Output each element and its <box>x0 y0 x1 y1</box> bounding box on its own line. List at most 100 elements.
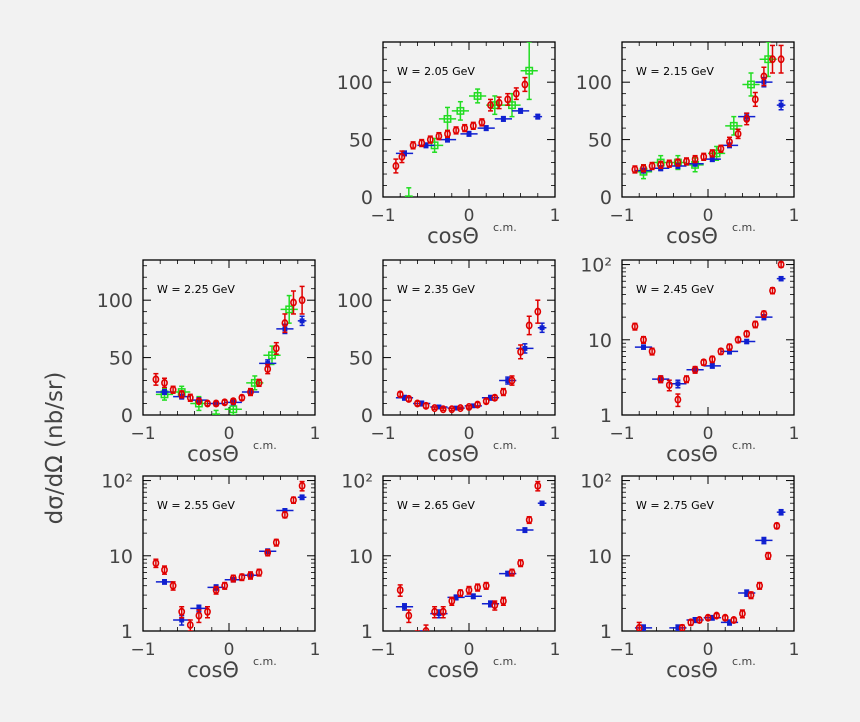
panel-1-blue-point <box>477 125 495 132</box>
panel-8-x-axis-label-sup: c.m. <box>732 655 756 668</box>
panel-2-red-marker <box>665 159 673 168</box>
panel-5-red-point <box>657 375 665 384</box>
panel-7-red-marker <box>396 586 404 595</box>
panel-6-red-marker <box>229 574 237 583</box>
panel-1-green-point <box>469 88 487 104</box>
panel-8-annotation: W = 2.75 GeV <box>636 499 714 512</box>
panel-1-red-marker <box>504 95 512 104</box>
panel-7-blue-point <box>481 600 500 608</box>
panel-3-red-marker <box>161 378 168 387</box>
panel-1-annotation: W = 2.05 GeV <box>397 65 475 78</box>
panel-8-red-point <box>635 621 643 631</box>
panel-6-red-point <box>290 496 297 505</box>
panel-4-red-point <box>534 299 542 324</box>
panel-8-red-marker <box>704 613 712 622</box>
panel-8-blue-point <box>776 508 786 516</box>
panel-8-blue-marker <box>761 537 767 543</box>
panel-3-red-point <box>290 290 297 315</box>
panel-8-red-marker <box>747 591 755 600</box>
panel-1-blue-point <box>460 130 478 137</box>
panel-2-green-marker <box>764 55 773 64</box>
panel-7-ytick-label: 1 <box>361 621 373 643</box>
panel-3-red-marker <box>195 397 203 406</box>
panel-1-red-marker <box>426 135 434 144</box>
panel-7-blue-marker <box>470 593 476 599</box>
panel-5-red-point <box>717 347 725 356</box>
panel-7-xtick-label: 0 <box>464 640 475 660</box>
panel-7-red-marker <box>525 515 533 524</box>
panel-2-annotation: W = 2.15 GeV <box>636 65 714 78</box>
panel-3-blue-marker <box>299 318 305 324</box>
panel-1-green-point <box>520 42 538 101</box>
panel-3-red-point <box>264 363 272 375</box>
panel-2-red-marker <box>640 164 647 173</box>
panel-3-red-marker <box>272 344 280 353</box>
panel-8-red-point <box>678 623 686 631</box>
panel-1-red-point <box>452 126 460 135</box>
panel-4-annotation: W = 2.35 GeV <box>397 283 475 296</box>
panel-4-red-marker <box>534 307 542 316</box>
panel-3-red-marker <box>298 296 306 305</box>
panel-2-red-point <box>708 149 716 158</box>
panel-6-x-axis-label-sup: c.m. <box>253 655 277 668</box>
panel-1-red-point <box>504 92 512 106</box>
panel-2-red-point <box>751 91 759 108</box>
panel-2-blue-point <box>776 99 786 111</box>
panel-2-red-marker <box>657 160 665 169</box>
panel-5-blue-point <box>669 379 687 389</box>
panel-2-red-marker <box>751 95 759 104</box>
panel-4-red-point <box>396 390 404 399</box>
panel-6-red-marker <box>247 571 254 580</box>
panel-7-blue-marker <box>522 527 528 533</box>
panel-1-green-marker <box>443 114 452 123</box>
panel-5-red-marker <box>665 381 673 390</box>
panel-1-red-marker <box>435 132 443 141</box>
panel-4-red-marker <box>465 402 473 411</box>
panel-3-red-marker <box>186 393 194 402</box>
panel-1-red-marker <box>418 139 426 148</box>
panel-3-ytick-label: 0 <box>121 405 133 427</box>
panel-5-frame <box>621 259 795 416</box>
panel-7-blue-point <box>516 527 534 534</box>
panel-6-red-marker <box>221 581 229 590</box>
panel-5-red-point <box>691 365 699 374</box>
panel-7: −1 0 1 1 10 10² cosΘ c.m. W = 2.65 GeV <box>341 471 560 682</box>
panel-2-xtick-label: 1 <box>789 206 800 226</box>
panel-3-red-point <box>195 397 203 406</box>
panel-6-red-marker <box>272 538 280 547</box>
panel-3-ytick-label: 50 <box>109 348 133 370</box>
panel-5-x-axis-label-sup: c.m. <box>732 439 756 452</box>
panel-8-blue-marker <box>778 509 784 515</box>
panel-2-green-marker <box>712 149 721 158</box>
panel-8-xtick-label: 1 <box>789 640 800 660</box>
panel-1-blue-marker <box>445 137 450 143</box>
panel-3-xtick-label: 0 <box>224 424 235 444</box>
panel-3-ytick-label: 100 <box>97 290 133 312</box>
panel-2-ytick-label: 0 <box>600 187 612 209</box>
panel-3-x-axis-label: cosΘ <box>187 442 239 466</box>
panel-7-red-point <box>534 480 542 492</box>
panel-8-xtick-label: 0 <box>703 640 714 660</box>
panel-6-red-marker <box>204 607 211 616</box>
panel-1-red-point <box>495 96 503 110</box>
panel-4-red-point <box>508 375 516 386</box>
panel-2-green-point <box>742 72 760 97</box>
panel-6-red-point <box>152 558 160 569</box>
panel-3-red-marker <box>204 399 211 408</box>
panel-2-red-marker <box>717 144 725 153</box>
panel-8-red-marker <box>764 551 772 560</box>
panel-5-xtick-label: 1 <box>789 424 800 444</box>
panel-6-annotation: W = 2.55 GeV <box>157 499 235 512</box>
panel-2-blue-marker <box>778 102 784 108</box>
panel-4-red-marker <box>517 347 524 356</box>
panel-1-green-marker <box>473 92 482 100</box>
panel-1-data <box>392 42 543 197</box>
panel-8-red-point <box>696 616 703 625</box>
panel-4-red-marker <box>439 405 447 414</box>
panel-2-red-marker <box>674 158 682 167</box>
panel-6-frame <box>142 475 316 632</box>
panel-6-red-marker <box>290 496 297 505</box>
panel-1-xtick-label: 0 <box>464 206 475 226</box>
panel-5-red-point <box>665 379 673 392</box>
panel-5: −1 0 1 1 10 10² cosΘ c.m. W = 2.45 GeV <box>580 255 799 466</box>
